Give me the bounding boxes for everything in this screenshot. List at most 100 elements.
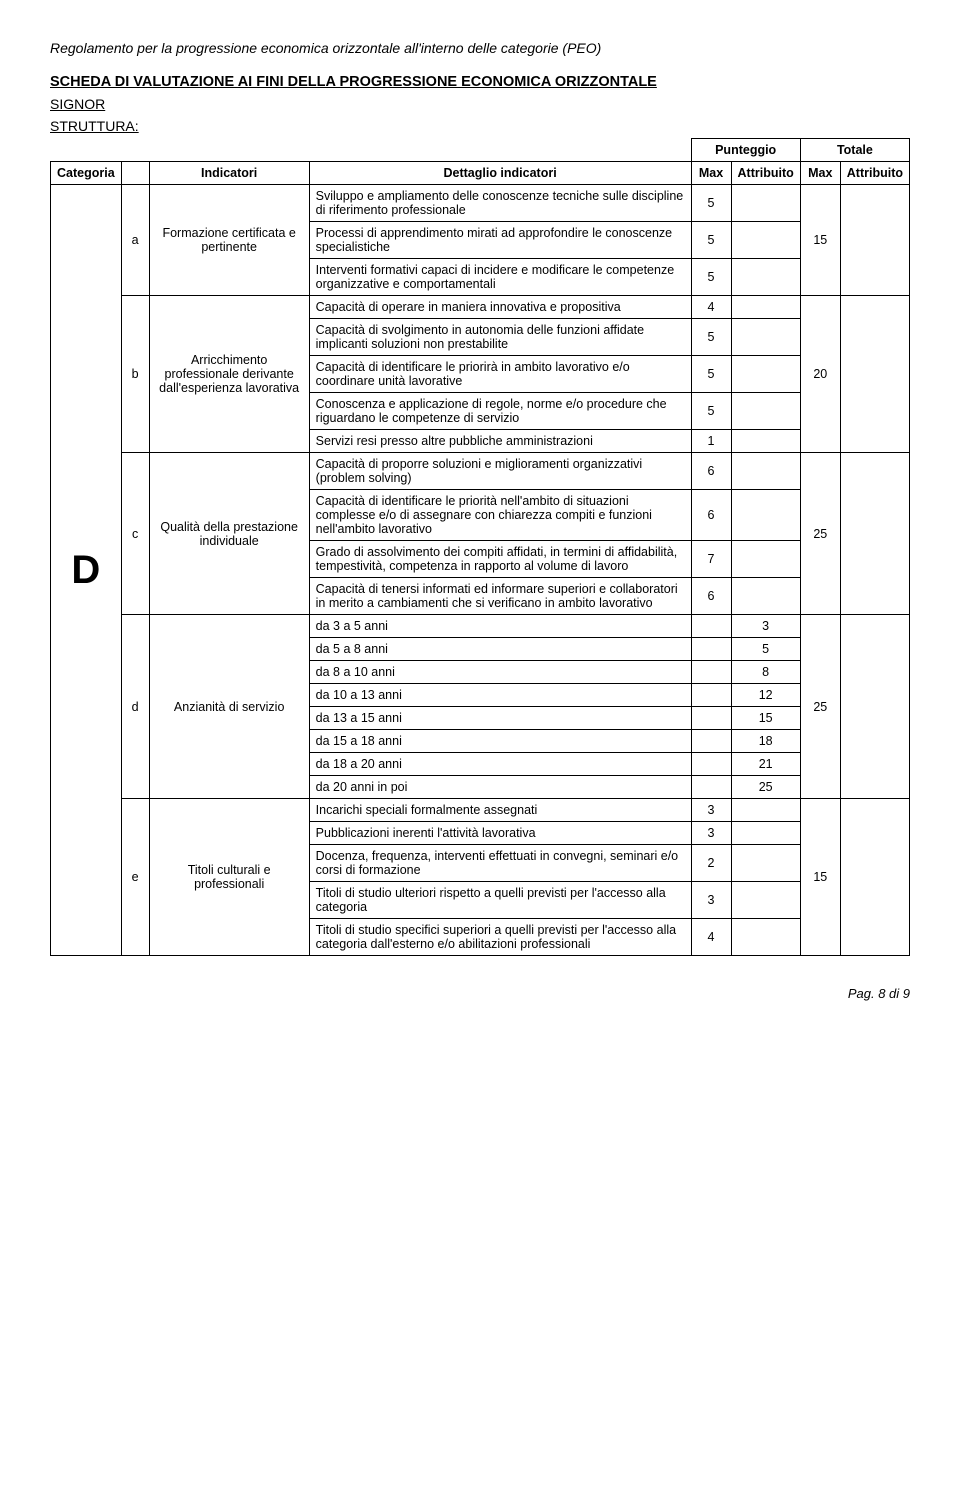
page-footer: Pag. 8 di 9 (50, 986, 910, 1001)
header-categoria: Categoria (51, 162, 122, 185)
row-e-detail-3-attr (731, 882, 800, 919)
row-e-detail-0-attr (731, 799, 800, 822)
row-c-detail-0: Capacità di proporre soluzioni e miglior… (309, 453, 691, 490)
row-a-detail-2: Interventi formativi capaci di incidere … (309, 259, 691, 296)
row-b-detail-4: Servizi resi presso altre pubbliche ammi… (309, 430, 691, 453)
row-b-detail-3-attr (731, 393, 800, 430)
row-d-detail-6: da 18 a 20 anni (309, 753, 691, 776)
row-e-detail-3: Titoli di studio ulteriori rispetto a qu… (309, 882, 691, 919)
row-c-detail-0-attr (731, 453, 800, 490)
row-d-detail-2: da 8 a 10 anni (309, 661, 691, 684)
row-b-detail-1: Capacità di svolgimento in autonomia del… (309, 319, 691, 356)
row-c-detail-2: Grado di assolvimento dei compiti affida… (309, 541, 691, 578)
row-b-detail-4-attr (731, 430, 800, 453)
row-d-detail-4-attr: 15 (731, 707, 800, 730)
row-e-detail-4-attr (731, 919, 800, 956)
row-a-detail-0-attr (731, 185, 800, 222)
header-letter-blank (121, 162, 149, 185)
row-d-detail-0: da 3 a 5 anni (309, 615, 691, 638)
row-b-detail-0: Capacità di operare in maniera innovativ… (309, 296, 691, 319)
row-a-detail-2-max: 5 (691, 259, 731, 296)
row-a-indicator: Formazione certificata e pertinente (149, 185, 309, 296)
row-b-detail-3: Conoscenza e applicazione di regole, nor… (309, 393, 691, 430)
row-b-sectmax: 20 (800, 296, 840, 453)
row-e-detail-2: Docenza, frequenza, interventi effettuat… (309, 845, 691, 882)
row-b-detail-2-max: 5 (691, 356, 731, 393)
row-d-detail-3-attr: 12 (731, 684, 800, 707)
row-c-detail-3-max: 6 (691, 578, 731, 615)
row-c-detail-0-max: 6 (691, 453, 731, 490)
row-d-detail-7-attr: 25 (731, 776, 800, 799)
header-punteggio: Punteggio (691, 139, 800, 162)
row-e-detail-4-max: 4 (691, 919, 731, 956)
row-e-detail-1-max: 3 (691, 822, 731, 845)
row-b-detail-0-max: 4 (691, 296, 731, 319)
row-a-detail-1: Processi di apprendimento mirati ad appr… (309, 222, 691, 259)
row-c-sectattr (840, 453, 909, 615)
row-b-detail-3-max: 5 (691, 393, 731, 430)
row-e-sectmax: 15 (800, 799, 840, 956)
section-heading: SCHEDA DI VALUTAZIONE AI FINI DELLA PROG… (50, 74, 910, 90)
row-e-detail-4: Titoli di studio specifici superiori a q… (309, 919, 691, 956)
doc-title: Regolamento per la progressione economic… (50, 40, 910, 56)
row-e-letter: e (121, 799, 149, 956)
row-a-sectattr (840, 185, 909, 296)
row-d-detail-1-max (691, 638, 731, 661)
row-e-detail-1-attr (731, 822, 800, 845)
row-c-detail-2-max: 7 (691, 541, 731, 578)
row-c-detail-1-max: 6 (691, 490, 731, 541)
row-d-detail-0-max (691, 615, 731, 638)
row-e-detail-1: Pubblicazioni inerenti l'attività lavora… (309, 822, 691, 845)
header-max2: Max (800, 162, 840, 185)
header-attribuito: Attribuito (731, 162, 800, 185)
row-e-detail-2-attr (731, 845, 800, 882)
row-d-detail-4: da 13 a 15 anni (309, 707, 691, 730)
category-cell: D (51, 185, 122, 956)
row-d-indicator: Anzianità di servizio (149, 615, 309, 799)
header-indicatori: Indicatori (149, 162, 309, 185)
row-c-detail-3-attr (731, 578, 800, 615)
header-attribuito2: Attribuito (840, 162, 909, 185)
row-c-detail-1-attr (731, 490, 800, 541)
row-e-detail-0: Incarichi speciali formalmente assegnati (309, 799, 691, 822)
row-c-detail-1: Capacità di identificare le priorità nel… (309, 490, 691, 541)
row-b-detail-2: Capacità di identificare le priorirà in … (309, 356, 691, 393)
row-b-letter: b (121, 296, 149, 453)
header-dettaglio: Dettaglio indicatori (309, 162, 691, 185)
row-c-letter: c (121, 453, 149, 615)
struttura-label: STRUTTURA: (50, 118, 910, 134)
row-b-detail-4-max: 1 (691, 430, 731, 453)
row-a-detail-0-max: 5 (691, 185, 731, 222)
row-b-indicator: Arricchimento professionale derivante da… (149, 296, 309, 453)
row-d-detail-7: da 20 anni in poi (309, 776, 691, 799)
row-d-sectattr (840, 615, 909, 799)
row-d-detail-2-attr: 8 (731, 661, 800, 684)
row-e-detail-2-max: 2 (691, 845, 731, 882)
row-c-detail-2-attr (731, 541, 800, 578)
row-a-detail-2-attr (731, 259, 800, 296)
row-c-indicator: Qualità della prestazione individuale (149, 453, 309, 615)
row-b-sectattr (840, 296, 909, 453)
evaluation-table: Punteggio Totale Categoria Indicatori De… (50, 138, 910, 956)
signor-label: SIGNOR (50, 96, 910, 112)
row-d-detail-7-max (691, 776, 731, 799)
header-totale: Totale (800, 139, 909, 162)
row-b-detail-2-attr (731, 356, 800, 393)
row-d-sectmax: 25 (800, 615, 840, 799)
row-d-detail-5-max (691, 730, 731, 753)
row-d-detail-1-attr: 5 (731, 638, 800, 661)
row-b-detail-0-attr (731, 296, 800, 319)
row-a-letter: a (121, 185, 149, 296)
row-d-detail-2-max (691, 661, 731, 684)
row-a-detail-1-attr (731, 222, 800, 259)
row-a-sectmax: 15 (800, 185, 840, 296)
row-d-detail-5: da 15 a 18 anni (309, 730, 691, 753)
row-d-detail-0-attr: 3 (731, 615, 800, 638)
row-d-detail-6-attr: 21 (731, 753, 800, 776)
row-d-detail-3-max (691, 684, 731, 707)
row-a-detail-0: Sviluppo e ampliamento delle conoscenze … (309, 185, 691, 222)
row-a-detail-1-max: 5 (691, 222, 731, 259)
row-d-detail-6-max (691, 753, 731, 776)
row-d-detail-4-max (691, 707, 731, 730)
row-d-detail-3: da 10 a 13 anni (309, 684, 691, 707)
